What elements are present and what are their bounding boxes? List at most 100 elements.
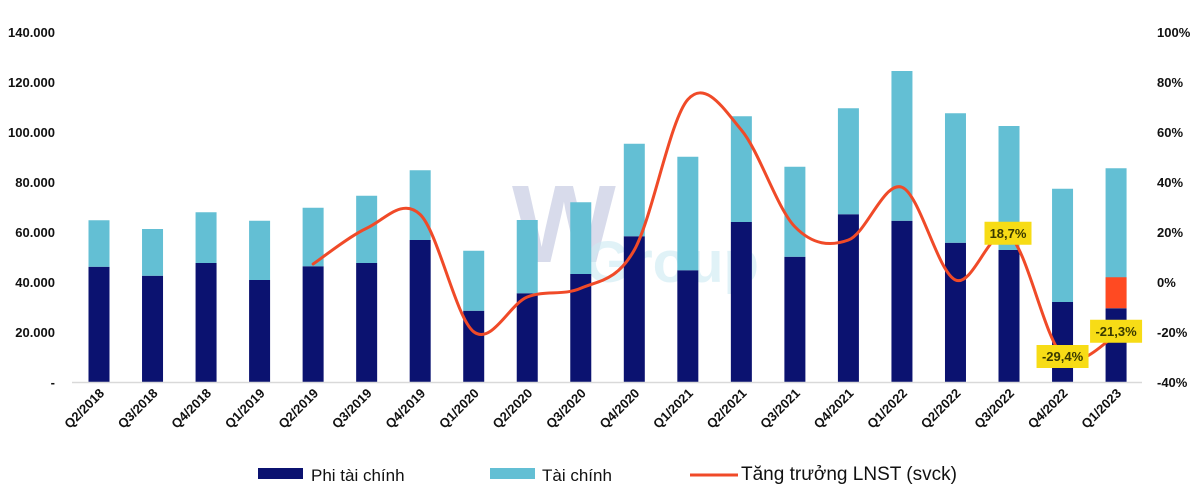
legend-label-phi-tai-chinh: Phi tài chính <box>311 466 405 485</box>
bar-tai-chinh <box>249 220 271 280</box>
bar-tai-chinh <box>944 113 966 243</box>
callout-label: 18,7% <box>984 221 1032 245</box>
x-axis-tick: Q3/2020 <box>543 386 589 432</box>
legend-label-growth: Tăng trưởng LNST (svck) <box>741 464 957 485</box>
callout-label: -29,4% <box>1036 345 1089 368</box>
bar-phi-tai-chinh <box>944 242 966 382</box>
x-axis-tick: Q2/2021 <box>704 386 750 432</box>
callout-box <box>1036 345 1089 368</box>
bar-phi-tai-chinh <box>142 275 164 382</box>
bar-group <box>891 71 913 382</box>
bar-tai-chinh <box>784 166 806 257</box>
bar-highlight-segment <box>1105 277 1127 309</box>
x-axis-tick: Q4/2019 <box>382 386 428 432</box>
x-axis-tick: Q4/2021 <box>811 386 857 432</box>
x-axis-labels: Q2/2018 Q3/2018 Q4/2018 Q1/2019 Q2/2019 Q3/20… <box>61 386 1124 432</box>
bar-group <box>730 116 752 382</box>
bar-phi-tai-chinh <box>1105 308 1127 382</box>
left-y-axis: - 20.000 40.000 60.000 80.000 100.000 120.000 1… <box>8 25 55 390</box>
x-axis-tick: Q1/2020 <box>436 386 482 432</box>
x-axis-tick: Q1/2022 <box>864 386 910 432</box>
bar-phi-tai-chinh <box>302 266 324 382</box>
legend: Phi tài chính Tài chính Tăng trưởng LNST… <box>258 464 957 485</box>
legend-swatch-tai-chinh <box>490 468 535 479</box>
right-axis-tick: 80% <box>1157 75 1183 90</box>
left-axis-tick: 60.000 <box>15 225 55 240</box>
bar-tai-chinh <box>302 207 324 267</box>
right-y-axis: -40% -20% 0% 20% 40% 60% 80% 100% <box>1157 25 1191 390</box>
bar-tai-chinh <box>1052 188 1074 302</box>
x-axis-tick: Q4/2022 <box>1025 386 1071 432</box>
bar-group <box>998 126 1020 382</box>
x-axis-tick: Q2/2020 <box>489 386 535 432</box>
bar-group <box>623 143 645 382</box>
callout-text: 18,7% <box>990 226 1027 241</box>
bar-tai-chinh <box>195 212 217 263</box>
bar-group <box>409 170 431 382</box>
bar-tai-chinh <box>1105 168 1127 309</box>
bar-tai-chinh <box>623 143 645 237</box>
left-axis-tick: 100.000 <box>8 125 55 140</box>
legend-label-tai-chinh: Tài chính <box>542 466 612 485</box>
bar-phi-tai-chinh <box>249 280 271 382</box>
bar-phi-tai-chinh <box>88 266 110 382</box>
bar-phi-tai-chinh <box>998 250 1020 382</box>
callout-text: -29,4% <box>1042 349 1084 364</box>
bar-tai-chinh <box>570 202 592 274</box>
bar-phi-tai-chinh <box>623 236 645 382</box>
bar-tai-chinh <box>516 220 538 294</box>
bar-tai-chinh <box>998 126 1020 250</box>
bar-phi-tai-chinh <box>784 256 806 382</box>
data-callouts: 18,7% -29,4% -21,3% <box>984 221 1143 368</box>
callout-box <box>984 221 1032 245</box>
bar-phi-tai-chinh <box>516 293 538 382</box>
bar-group <box>463 250 485 382</box>
x-axis-tick: Q1/2021 <box>650 386 696 432</box>
right-axis-tick: -40% <box>1157 375 1188 390</box>
right-axis-tick: 20% <box>1157 225 1183 240</box>
bar-tai-chinh <box>463 250 485 311</box>
bar-group <box>677 156 699 382</box>
bar-phi-tai-chinh <box>677 270 699 382</box>
x-axis-tick: Q4/2020 <box>597 386 643 432</box>
bar-group <box>570 202 592 382</box>
left-axis-tick: 20.000 <box>15 325 55 340</box>
left-axis-tick: 120.000 <box>8 75 55 90</box>
x-axis-tick: Q2/2022 <box>918 386 964 432</box>
bar-group <box>302 207 324 382</box>
x-axis-tick: Q1/2023 <box>1078 386 1124 432</box>
bar-phi-tai-chinh <box>730 222 752 382</box>
bar-tai-chinh <box>730 116 752 222</box>
bar-phi-tai-chinh <box>409 240 431 382</box>
right-axis-tick: 40% <box>1157 175 1183 190</box>
bar-phi-tai-chinh <box>463 310 485 382</box>
bar-tai-chinh <box>677 156 699 271</box>
x-axis-tick: Q2/2019 <box>275 386 321 432</box>
x-axis-tick: Q1/2019 <box>222 386 268 432</box>
x-axis-tick: Q3/2018 <box>115 386 161 432</box>
bar-group <box>516 220 538 382</box>
bar-phi-tai-chinh <box>837 214 859 382</box>
bar-group <box>1105 168 1127 382</box>
bar-group <box>249 220 271 382</box>
bar-tai-chinh <box>88 220 110 267</box>
left-axis-tick: 80.000 <box>15 175 55 190</box>
right-axis-tick: -20% <box>1157 325 1188 340</box>
bar-tai-chinh <box>409 170 431 240</box>
bar-phi-tai-chinh <box>570 274 592 382</box>
bar-group <box>837 108 859 382</box>
bar-tai-chinh <box>142 229 164 276</box>
right-axis-tick: 100% <box>1157 25 1191 40</box>
bar-tai-chinh <box>891 71 913 221</box>
left-axis-tick: 40.000 <box>15 275 55 290</box>
legend-swatch-phi-tai-chinh <box>258 468 303 479</box>
bar-phi-tai-chinh <box>356 263 378 382</box>
callout-box <box>1090 319 1143 343</box>
left-axis-tick: 140.000 <box>8 25 55 40</box>
bar-group <box>944 113 966 382</box>
bar-group <box>88 220 110 382</box>
growth-line <box>311 91 1118 362</box>
bar-tai-chinh <box>837 108 859 215</box>
bar-group <box>142 229 164 382</box>
